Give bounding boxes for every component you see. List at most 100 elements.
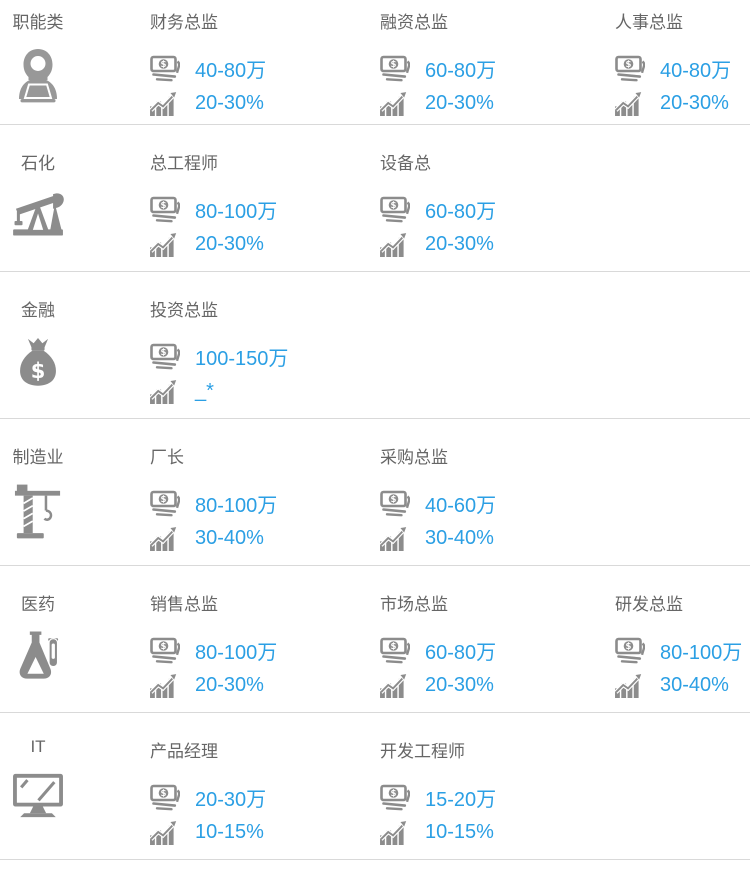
banknotes-icon (615, 637, 646, 664)
salary-line: 20-30万 (150, 783, 374, 811)
category-label: 石化 (21, 154, 55, 173)
growth-line: 30-40% (380, 524, 609, 552)
salary-line: 80-100万 (150, 195, 374, 223)
job-card: 融资总监 60-80万 20-30% (380, 8, 615, 124)
growth-line: 20-30% (380, 671, 609, 699)
job-card: 采购总监 40-60万 30-40% (380, 443, 615, 565)
category-label: 制造业 (12, 448, 64, 467)
growth-chart-icon (150, 91, 181, 116)
job-title: 市场总监 (380, 595, 448, 614)
growth-chart-icon (615, 91, 646, 116)
banknotes-icon (150, 784, 181, 811)
job-title: 融资总监 (380, 13, 448, 32)
growth-line: 20-30% (615, 89, 744, 117)
growth-chart-icon (380, 673, 411, 698)
job-card: 产品经理 20-30万 10-15% (150, 737, 380, 859)
category-cell: 医药 (0, 590, 150, 712)
salary-line: 80-100万 (150, 636, 374, 664)
salary-value: 40-60万 (425, 494, 497, 517)
growth-chart-icon (380, 232, 411, 257)
job-title: 财务总监 (150, 13, 218, 32)
category-label: 医药 (21, 595, 55, 614)
salary-value: 15-20万 (425, 788, 497, 811)
banknotes-icon (380, 637, 411, 664)
job-title: 采购总监 (380, 448, 448, 467)
growth-value: 20-30% (425, 91, 494, 114)
job-card: 研发总监 80-100万 30-40% (615, 590, 750, 712)
growth-line: 20-30% (150, 671, 374, 699)
job-card: 投资总监 100-150万 _* (150, 296, 380, 418)
growth-chart-icon (150, 673, 181, 698)
growth-value: _* (195, 379, 214, 402)
job-card: 销售总监 80-100万 20-30% (150, 590, 380, 712)
job-card: 财务总监 40-80万 20-30% (150, 8, 380, 124)
category-label: 金融 (21, 301, 55, 320)
growth-line: 10-15% (380, 818, 609, 846)
growth-value: 30-40% (195, 526, 264, 549)
category-cell: 金融 (0, 296, 150, 418)
banknotes-icon (380, 55, 411, 82)
salary-value: 40-80万 (195, 59, 267, 82)
tower-crane-icon (14, 483, 62, 539)
growth-chart-icon (615, 673, 646, 698)
growth-value: 30-40% (425, 526, 494, 549)
banknotes-icon (150, 637, 181, 664)
growth-chart-icon (380, 820, 411, 845)
salary-value: 20-30万 (195, 788, 267, 811)
salary-value: 80-100万 (195, 494, 278, 517)
banknotes-icon (150, 343, 181, 370)
banknotes-icon (380, 784, 411, 811)
job-title: 厂长 (150, 448, 184, 467)
growth-line: 20-30% (150, 230, 374, 258)
job-title: 研发总监 (615, 595, 683, 614)
salary-line: 100-150万 (150, 342, 374, 370)
banknotes-icon (615, 55, 646, 82)
salary-line: 60-80万 (380, 195, 609, 223)
job-title: 产品经理 (150, 742, 218, 761)
salary-line: 80-100万 (150, 489, 374, 517)
job-title: 总工程师 (150, 154, 218, 173)
growth-value: 20-30% (195, 232, 264, 255)
job-card: 总工程师 80-100万 20-30% (150, 149, 380, 271)
banknotes-icon (150, 55, 181, 82)
growth-chart-icon (150, 820, 181, 845)
growth-line: 30-40% (150, 524, 374, 552)
growth-value: 30-40% (660, 673, 729, 696)
growth-line: 20-30% (380, 230, 609, 258)
banknotes-icon (380, 490, 411, 517)
salary-line: 60-80万 (380, 54, 609, 82)
growth-chart-icon (380, 91, 411, 116)
banknotes-icon (150, 490, 181, 517)
growth-value: 20-30% (195, 673, 264, 696)
salary-value: 80-100万 (195, 641, 278, 664)
job-card: 人事总监 40-80万 20-30% (615, 8, 750, 124)
salary-value: 80-100万 (660, 641, 743, 664)
salary-value: 80-100万 (195, 200, 278, 223)
growth-value: 10-15% (195, 820, 264, 843)
banknotes-icon (150, 196, 181, 223)
industry-row-finance: 金融 投资总监 100-150万 _* (0, 272, 750, 419)
job-card: 厂长 80-100万 30-40% (150, 443, 380, 565)
job-title: 销售总监 (150, 595, 218, 614)
computer-monitor-icon (11, 772, 65, 820)
growth-chart-icon (150, 526, 181, 551)
job-card: 市场总监 60-80万 20-30% (380, 590, 615, 712)
salary-value: 60-80万 (425, 200, 497, 223)
category-cell: 制造业 (0, 443, 150, 565)
industry-row-manufacturing: 制造业 厂长 80-100万 30-40% 采购总监 40-60万 3 (0, 419, 750, 566)
job-card: 开发工程师 15-20万 10-15% (380, 737, 615, 859)
growth-value: 20-30% (425, 673, 494, 696)
industry-row-it: IT 产品经理 20-30万 10-15% 开发工程师 15-20万 (0, 713, 750, 860)
salary-line: 15-20万 (380, 783, 609, 811)
growth-value: 20-30% (660, 91, 729, 114)
job-title: 投资总监 (150, 301, 218, 320)
growth-line: _* (150, 377, 374, 405)
category-label: IT (30, 737, 46, 756)
office-woman-icon (17, 48, 59, 104)
industry-row-petrochemical: 石化 总工程师 80-100万 20-30% 设备总 60-80万 2 (0, 125, 750, 272)
job-title: 开发工程师 (380, 742, 465, 761)
industry-row-pharma: 医药 销售总监 80-100万 20-30% 市场总监 60-80万 (0, 566, 750, 713)
growth-value: 10-15% (425, 820, 494, 843)
growth-line: 10-15% (150, 818, 374, 846)
